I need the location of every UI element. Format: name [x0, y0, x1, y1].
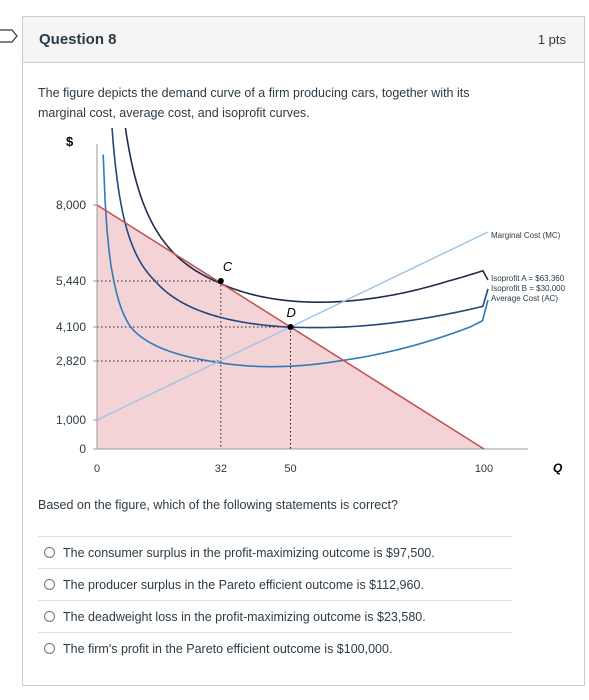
radio-button[interactable]	[44, 643, 55, 654]
average-cost-curve	[102, 154, 489, 368]
radio-button[interactable]	[44, 611, 55, 622]
y-tick-label: 8,000	[56, 198, 86, 212]
answer-option-2[interactable]: The producer surplus in the Pareto effic…	[38, 568, 512, 600]
isoprofit-a-curve	[124, 128, 489, 303]
guide-lines	[97, 280, 291, 449]
point-c	[217, 278, 224, 284]
question-header: Question 8 1 pts	[23, 17, 584, 63]
x-tick-labels: 0 32 50 100	[94, 463, 493, 475]
answer-label: The consumer surplus in the profit-maxim…	[63, 545, 435, 560]
answer-option-3[interactable]: The deadweight loss in the profit-maximi…	[38, 600, 512, 632]
radio-button[interactable]	[44, 579, 55, 590]
radio-button[interactable]	[44, 547, 55, 558]
y-tick-label: 5,440	[56, 274, 86, 288]
answer-label: The deadweight loss in the profit-maximi…	[63, 609, 426, 624]
answer-option-1[interactable]: The consumer surplus in the profit-maxim…	[38, 536, 512, 568]
bookmark-flag-icon[interactable]	[0, 28, 18, 44]
answer-label: The producer surplus in the Pareto effic…	[63, 577, 424, 592]
isoprofit-b-curve	[111, 128, 489, 329]
y-tick-label: 1,000	[56, 413, 86, 427]
point-d-label: D	[287, 305, 296, 320]
y-tick-labels: 8,000 5,440 4,100 2,820 1,000 0	[56, 198, 97, 456]
y-tick-label: 4,100	[56, 320, 86, 334]
answer-list: The consumer surplus in the profit-maxim…	[38, 536, 512, 664]
legend-isoprofit-b: Isoprofit B = $30,000	[491, 284, 566, 293]
x-tick-label: 100	[475, 463, 493, 475]
question-points: 1 pts	[537, 32, 566, 47]
question-text: The figure depicts the demand curve of a…	[38, 86, 470, 120]
x-tick-label: 50	[284, 463, 296, 475]
answer-option-4[interactable]: The firm's profit in the Pareto efficien…	[38, 632, 512, 664]
question-title: Question 8	[39, 31, 117, 48]
y-tick-label: 0	[79, 442, 86, 456]
y-axis-label: $	[66, 134, 74, 149]
legend-mc: Marginal Cost (MC)	[491, 231, 561, 240]
economics-figure: C D $ 8,000 5,440 4,100 2,820 1,000 0 0 32 50 10…	[56, 128, 566, 475]
x-tick-label: 32	[215, 463, 227, 475]
answer-label: The firm's profit in the Pareto efficien…	[63, 641, 393, 656]
legend-isoprofit-a: Isoprofit A = $63,360	[491, 274, 565, 283]
y-tick-label: 2,820	[56, 354, 86, 368]
point-d	[287, 324, 294, 330]
point-c-label: C	[223, 259, 233, 274]
question-prompt: Based on the figure, which of the follow…	[38, 498, 398, 512]
x-tick-label: 0	[94, 463, 100, 475]
x-axis-label: Q	[553, 461, 563, 475]
legend-ac: Average Cost (AC)	[491, 294, 558, 303]
